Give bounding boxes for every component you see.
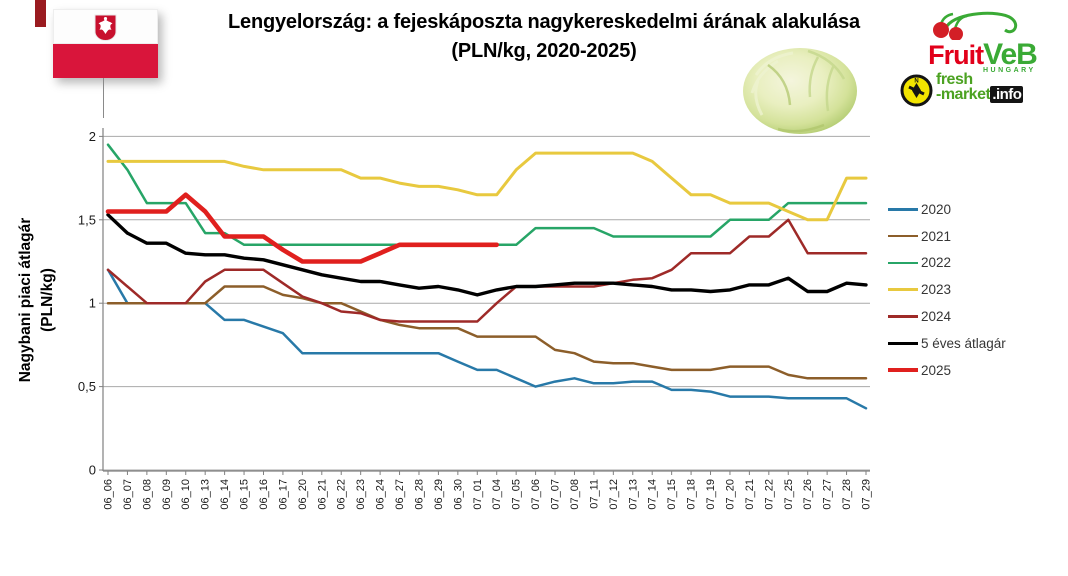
x-tick-label: 07_11 xyxy=(588,479,600,509)
legend-item-1: 2021 xyxy=(888,223,1006,250)
freshmarket-wordmark: fresh -market .info xyxy=(936,71,1024,103)
legend-swatch xyxy=(888,261,918,265)
legend-swatch xyxy=(888,368,918,373)
flag-pole xyxy=(103,78,104,118)
series-line-5 xyxy=(106,213,868,297)
x-tick-label: 06_22 xyxy=(336,479,348,510)
legend-label: 2022 xyxy=(921,255,952,271)
fruitveb-wordmark: FruitVeB xyxy=(905,38,1060,72)
x-tick-label: 07_18 xyxy=(686,479,698,510)
x-tick-label: 06_20 xyxy=(297,479,309,510)
x-tick-label: 07_05 xyxy=(511,479,523,510)
chart-legend: 2020 2021 2022 2023 2024 5 éves átlagár 2025 xyxy=(888,196,1006,384)
poland-coat-of-arms xyxy=(94,14,117,42)
legend-swatch xyxy=(888,234,918,238)
x-tick-label: 07_19 xyxy=(705,479,717,510)
legend-swatch xyxy=(888,315,918,318)
x-tick-label: 06_14 xyxy=(219,479,231,510)
x-tick-label: 07_14 xyxy=(647,479,659,510)
x-tick-label: 06_15 xyxy=(239,479,251,510)
legend-item-3: 2023 xyxy=(888,276,1006,303)
series-line-6 xyxy=(105,192,500,264)
x-tick-label: 07_15 xyxy=(666,479,678,510)
chart-title-line1: Lengyelország: a fejeskáposzta nagykeres… xyxy=(228,11,860,33)
x-tick-label: 06_23 xyxy=(355,479,367,510)
y-tick-label: 1 xyxy=(89,296,96,311)
x-tick-label: 06_24 xyxy=(375,479,387,510)
x-tick-label: 07_28 xyxy=(841,479,853,510)
series-line-1 xyxy=(106,285,868,380)
legend-item-2: 2022 xyxy=(888,250,1006,277)
freshmarket-suffix: .info xyxy=(990,86,1024,103)
fruitveb-word-veb: VeB xyxy=(983,38,1038,71)
svg-text:N: N xyxy=(914,79,918,85)
x-tick-label: 06_28 xyxy=(413,479,425,510)
x-tick-label: 07_27 xyxy=(822,479,834,510)
x-tick-label: 06_27 xyxy=(394,479,406,510)
freshmarket-line1: fresh xyxy=(936,71,973,88)
fruitveb-hungary-label: HUNGARY xyxy=(983,67,1036,74)
x-tick-label: 07_29 xyxy=(861,479,873,510)
x-tick-label: 07_07 xyxy=(550,479,562,510)
legend-item-5: 5 éves átlagár xyxy=(888,330,1006,357)
legend-item-4: 2024 xyxy=(888,303,1006,330)
x-tick-label: 06_07 xyxy=(122,479,134,510)
x-tick-label: 06_16 xyxy=(258,479,270,510)
series-line-3 xyxy=(106,151,868,222)
x-tick-label: 07_25 xyxy=(783,479,795,510)
freshmarket-line2: -market xyxy=(936,86,991,103)
chart-title-line2: (PLN/kg, 2020-2025) xyxy=(451,40,637,62)
y-tick-label: 2 xyxy=(89,129,96,144)
chart-title: Lengyelország: a fejeskáposzta nagykeres… xyxy=(174,8,914,66)
legend-item-6: 2025 xyxy=(888,357,1006,384)
poland-flag xyxy=(53,9,158,78)
cabbage-image xyxy=(743,48,857,134)
x-tick-label: 07_22 xyxy=(763,479,775,510)
x-tick-label: 06_13 xyxy=(200,479,212,510)
freshmarket-logo: N fresh -market .info xyxy=(900,71,1060,110)
legend-item-0: 2020 xyxy=(888,196,1006,223)
x-tick-label: 06_17 xyxy=(277,479,289,510)
corner-graphic xyxy=(35,0,46,27)
x-tick-label: 06_08 xyxy=(141,479,153,510)
legend-label: 5 éves átlagár xyxy=(921,335,1006,351)
x-tick-label: 07_06 xyxy=(530,479,542,510)
fruitveb-word-fruit: Fruit xyxy=(928,40,984,70)
legend-swatch xyxy=(888,341,918,346)
x-tick-label: 07_01 xyxy=(472,479,484,510)
x-tick-label: 06_21 xyxy=(316,479,328,510)
y-tick-label: 1,5 xyxy=(78,212,96,227)
legend-label: 2021 xyxy=(921,228,952,244)
fruitveb-logo: FruitVeB HUNGARY xyxy=(905,10,1060,76)
cherries-icon xyxy=(933,11,1018,40)
x-tick-label: 07_04 xyxy=(491,479,503,510)
series-line-4 xyxy=(106,218,868,323)
legend-label: 2024 xyxy=(921,309,952,325)
legend-swatch xyxy=(888,288,918,292)
series-line-0 xyxy=(106,268,868,410)
x-tick-label: 06_06 xyxy=(103,479,115,510)
x-tick-label: 06_10 xyxy=(180,479,192,510)
x-tick-label: 06_30 xyxy=(452,479,464,510)
legend-label: 2020 xyxy=(921,201,952,217)
x-tick-label: 07_20 xyxy=(724,479,736,510)
legend-swatch xyxy=(888,208,918,211)
x-tick-label: 06_09 xyxy=(161,479,173,510)
x-tick-label: 07_21 xyxy=(744,479,756,510)
legend-label: 2025 xyxy=(921,362,952,378)
x-tick-label: 07_26 xyxy=(802,479,814,510)
y-tick-label: 0,5 xyxy=(78,379,96,394)
freshmarket-compass-icon: N xyxy=(900,74,933,107)
legend-label: 2023 xyxy=(921,282,952,298)
x-tick-label: 07_13 xyxy=(627,479,639,510)
x-tick-label: 07_08 xyxy=(569,479,581,510)
y-tick-label: 0 xyxy=(89,463,96,478)
flag-red-stripe xyxy=(53,43,158,78)
x-tick-label: 07_12 xyxy=(608,479,620,510)
x-tick-label: 06_29 xyxy=(433,479,445,510)
